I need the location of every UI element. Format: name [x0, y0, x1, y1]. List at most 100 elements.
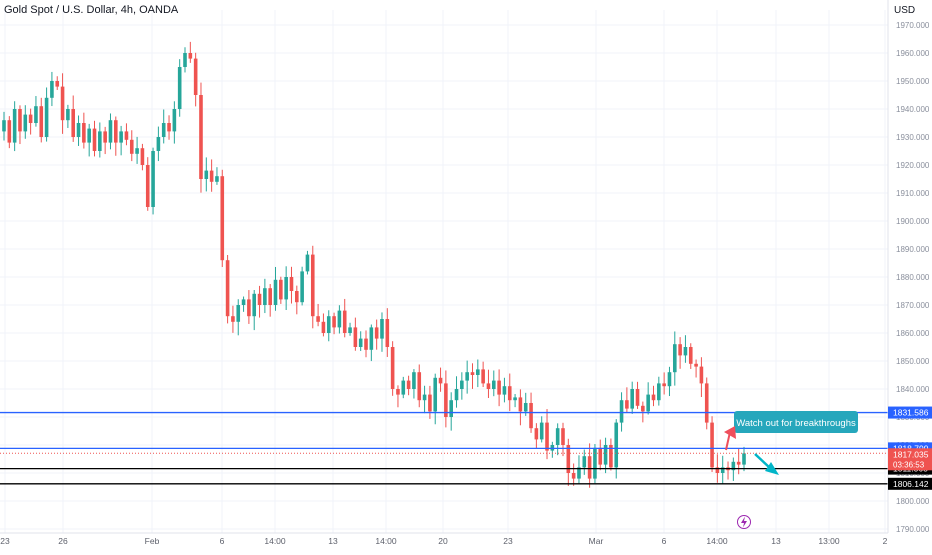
y-tick-label: 1930.000: [896, 133, 930, 142]
candle-body: [609, 445, 613, 468]
candle-body: [587, 456, 592, 479]
y-tick-label: 1790.000: [896, 525, 930, 534]
candle-body: [491, 380, 496, 389]
candle: [470, 363, 475, 389]
candle: [646, 382, 650, 415]
candle-body: [295, 291, 299, 303]
candle: [587, 443, 592, 488]
annotation-callout[interactable]: Watch out for breakthroughs: [734, 411, 858, 433]
candle-body: [422, 394, 427, 401]
candle-body: [380, 319, 384, 339]
candle-body: [82, 123, 86, 143]
lightning-icon[interactable]: [737, 515, 751, 529]
candle: [353, 317, 358, 351]
candle-body: [742, 453, 746, 465]
candles: [2, 41, 746, 488]
candle-body: [316, 316, 320, 322]
candle-body: [406, 380, 411, 389]
y-tick-label: 1900.000: [896, 217, 930, 226]
candle-body: [678, 344, 682, 356]
candle: [454, 376, 459, 408]
candle-body: [465, 372, 469, 381]
candle: [385, 308, 390, 357]
candle-body: [683, 347, 688, 356]
candle-body: [300, 271, 304, 303]
candle-body: [188, 53, 193, 59]
candle-body: [348, 327, 352, 333]
candle: [438, 367, 443, 392]
candle: [103, 126, 107, 155]
candle-body: [619, 400, 624, 423]
candle-body: [119, 131, 123, 143]
candle-body: [44, 97, 49, 137]
candle: [561, 422, 565, 457]
candle: [289, 266, 294, 304]
candle: [444, 370, 448, 428]
arrow-up-head: [724, 426, 736, 439]
y-tick-label: 1800.000: [896, 497, 930, 506]
candle: [550, 441, 555, 458]
candle: [566, 438, 571, 486]
candle-body: [151, 151, 155, 207]
candle-body: [507, 386, 512, 401]
candle-body: [247, 299, 251, 317]
candle-body: [204, 170, 209, 179]
candle-body: [428, 394, 432, 412]
candle: [539, 416, 544, 443]
candle-body: [657, 383, 661, 401]
candle-body: [50, 81, 54, 98]
candle-body: [76, 123, 81, 137]
candle: [433, 373, 438, 425]
candle: [337, 305, 342, 334]
candle: [273, 266, 278, 311]
candle: [491, 370, 496, 397]
candle-body: [539, 422, 544, 440]
candle-body: [672, 344, 677, 373]
arrow-down-icon: [754, 453, 779, 475]
candle-body: [433, 377, 438, 412]
candle-body: [268, 288, 272, 305]
candle: [428, 385, 432, 419]
candle: [465, 360, 469, 394]
current-price-tag: [888, 448, 932, 471]
candle: [476, 359, 480, 388]
candle-body: [715, 467, 720, 473]
candle: [667, 366, 672, 397]
y-tick-label: 1920.000: [896, 161, 930, 170]
candle-body: [103, 131, 107, 143]
candle: [193, 52, 198, 107]
candle: [156, 126, 161, 162]
candle: [396, 385, 400, 408]
candle: [657, 376, 661, 406]
annotation-box[interactable]: [734, 411, 858, 433]
y-tick-label: 1970.000: [896, 21, 930, 30]
y-tick-label: 1910.000: [896, 189, 930, 198]
candle: [12, 101, 17, 152]
candle: [635, 381, 640, 409]
candle-body: [161, 123, 166, 137]
candle-body: [598, 447, 603, 465]
x-tick-label: 6: [662, 536, 667, 546]
candle-body: [667, 372, 672, 387]
candle-body: [337, 310, 342, 328]
candle-body: [273, 279, 278, 305]
candle: [167, 115, 171, 140]
candle: [257, 285, 262, 318]
candle-body: [39, 106, 44, 137]
x-tick-label: 14:00: [264, 536, 286, 546]
y-tick-label: 1870.000: [896, 301, 930, 310]
candle-body: [326, 316, 331, 333]
candle-body: [113, 120, 118, 143]
candle-body: [66, 109, 70, 121]
candle: [71, 95, 76, 142]
candle-body: [241, 299, 246, 305]
arrow-down-shaft: [754, 453, 771, 469]
candle-body: [332, 316, 336, 328]
candle-body: [252, 293, 257, 317]
candle-body: [497, 380, 501, 395]
candle: [204, 157, 209, 192]
candle: [534, 423, 539, 449]
candle-body: [704, 383, 709, 423]
